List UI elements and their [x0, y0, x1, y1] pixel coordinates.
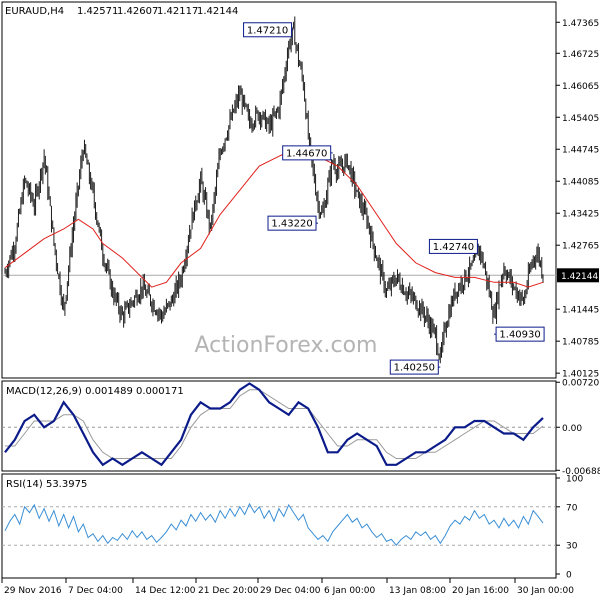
rsi-title: RSI(14) 53.3975 [6, 479, 87, 490]
annotation-label: 1.42740 [433, 242, 474, 253]
rsi-level-lines [2, 506, 556, 546]
annotation-label: 1.40930 [499, 330, 540, 341]
macd-line [4, 382, 544, 467]
rsi-panel: 100 70 30 0 RSI(14) 53.3975 [1, 473, 583, 581]
chart-open: 1.42571 [77, 6, 118, 17]
macd-signal-line [5, 389, 544, 459]
chart-symbol: EURAUD,H4 [5, 6, 64, 17]
macd-tick-label: -0.006888 [562, 467, 600, 477]
time-tick-label: 30 Jan 00:00 [517, 586, 574, 596]
price-tick-label: 1.44745 [562, 146, 599, 156]
price-bars [4, 16, 544, 364]
price-annotations: 1.47210 1.44670 1.43220 1.42740 1.40930 1.402… [243, 22, 545, 375]
macd-y-axis: 0.007201 0.00 -0.006888 [556, 379, 600, 477]
time-tick-label: 6 Jan 00:00 [324, 586, 376, 596]
price-y-axis: 1.47365 1.46725 1.46065 1.45405 1.44745 1.440… [556, 19, 599, 380]
rsi-tick-label: 0 [566, 571, 572, 581]
macd-tick-label: 0.007201 [562, 379, 600, 389]
watermark: ActionForex.com [195, 333, 378, 358]
time-tick-label: 14 Dec 12:00 [135, 586, 196, 596]
annotation-box [267, 215, 317, 231]
time-tick-label: 20 Jan 16:00 [452, 586, 509, 596]
price-annotation: 1.40930 [494, 326, 545, 342]
time-tick-label: 29 Dec 04:00 [260, 586, 321, 596]
price-annotation: 1.40250 [389, 359, 441, 375]
rsi-line [4, 502, 544, 546]
rsi-panel-frame [1, 473, 557, 579]
time-tick-label: 7 Dec 04:00 [68, 586, 123, 596]
chart-low: 1.42117 [157, 6, 198, 17]
annotation-label: 1.40250 [394, 363, 435, 374]
rsi-tick-label: 30 [566, 542, 578, 552]
price-tick-label: 1.46725 [562, 50, 599, 60]
price-annotation: 1.42740 [428, 238, 480, 254]
price-tick-label: 1.41445 [562, 306, 599, 316]
current-price-box: 1.42144 [557, 268, 599, 283]
current-price-label: 1.42144 [561, 272, 598, 282]
rsi-y-axis: 100 70 30 0 [556, 475, 583, 581]
price-tick-label: 1.46065 [562, 82, 599, 92]
macd-tick-label: 0.00 [562, 424, 582, 434]
price-annotation: 1.44670 [282, 145, 333, 161]
price-tick-label: 1.40125 [562, 370, 599, 380]
annotation-box [389, 359, 439, 375]
macd-panel-frame [1, 380, 557, 472]
price-annotation: 1.43220 [267, 215, 319, 231]
current-price-box-bg [557, 268, 599, 283]
price-tick-label: 1.40785 [562, 338, 599, 348]
macd-panel: 0.007201 0.00 -0.006888 MACD(12,26,9) 0.00… [1, 379, 600, 477]
price-panel: 1.47365 1.46725 1.46065 1.45405 1.44745 1.440… [1, 1, 599, 380]
macd-title: MACD(12,26,9) 0.001489 0.000171 [6, 386, 184, 397]
time-tick-label: 21 Dec 20:00 [198, 586, 259, 596]
price-annotation: 1.47210 [243, 22, 294, 38]
chart-high: 1.42607 [117, 6, 158, 17]
rsi-tick-label: 70 [566, 503, 578, 513]
chart-header: EURAUD,H4 1.42571 1.42607 1.42117 1.4214… [5, 6, 238, 17]
annotation-label: 1.47210 [247, 25, 288, 36]
time-tick-label: 13 Jan 08:00 [389, 586, 446, 596]
chart-close: 1.42144 [197, 6, 238, 17]
moving-average-line [4, 146, 544, 288]
annotation-box [282, 145, 332, 161]
price-tick-label: 1.45405 [562, 114, 599, 124]
price-tick-label: 1.43425 [562, 210, 599, 220]
price-tick-label: 1.44085 [562, 178, 599, 188]
annotation-box [495, 326, 545, 342]
annotation-box [428, 238, 478, 254]
annotation-label: 1.43220 [271, 219, 312, 230]
price-tick-label: 1.47365 [562, 19, 599, 29]
time-tick-label: 29 Nov 2016 [4, 586, 62, 596]
price-tick-label: 1.42765 [562, 242, 599, 252]
annotation-label: 1.44670 [286, 148, 327, 159]
annotation-box [243, 22, 293, 38]
rsi-tick-label: 100 [566, 475, 583, 485]
price-panel-frame [1, 1, 557, 379]
time-axis: 29 Nov 2016 7 Dec 04:00 14 Dec 12:00 21 Dec… [1, 578, 574, 596]
